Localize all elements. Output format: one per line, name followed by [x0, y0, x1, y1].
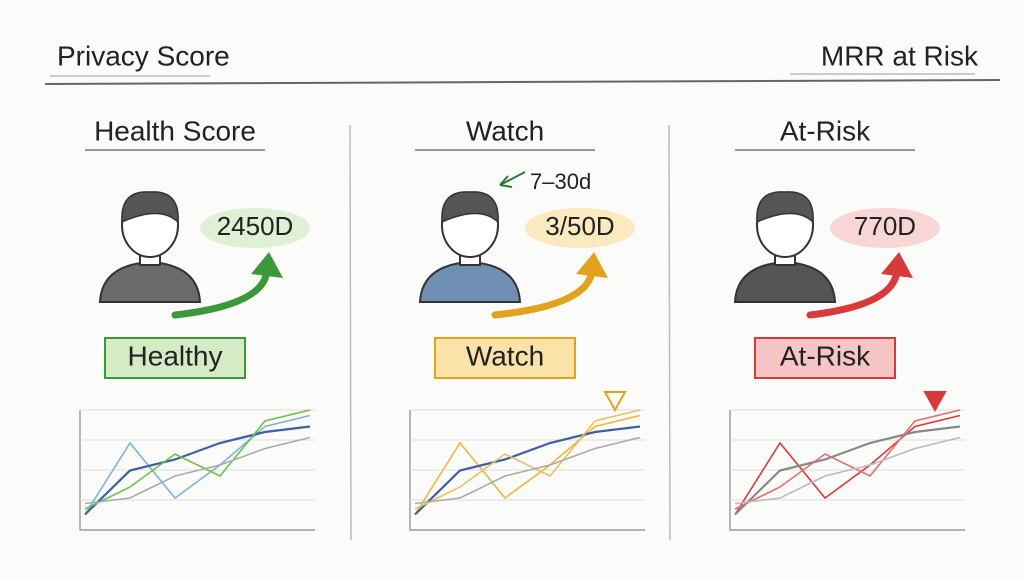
- header-rule: [44, 79, 1001, 85]
- alert-marker: [923, 391, 947, 413]
- avatar-body: [418, 260, 522, 303]
- status-label: At-Risk: [780, 340, 871, 371]
- chart-line: [734, 436, 961, 505]
- status-label: Watch: [466, 340, 544, 371]
- header-underline: [50, 73, 975, 77]
- panel-divider: [349, 124, 671, 541]
- chart-line: [414, 409, 641, 510]
- avatar-body: [98, 260, 202, 303]
- status-badge: [434, 337, 576, 379]
- note-arrow: [499, 171, 526, 188]
- chart-line: [84, 409, 311, 510]
- panel-title: Health Score: [94, 115, 256, 146]
- panel-note: 7–30d: [530, 169, 591, 194]
- chart-line: [734, 425, 961, 516]
- avatar-hair: [121, 191, 179, 224]
- value: 770D: [854, 211, 916, 241]
- trend-arrow: [491, 266, 596, 319]
- chart-line: [414, 425, 641, 516]
- header-right: MRR at Risk: [821, 40, 979, 71]
- status-badge: [104, 337, 246, 379]
- value-highlight: [830, 208, 940, 248]
- chart-line: [84, 425, 311, 516]
- alert-marker: [603, 391, 627, 413]
- trend-arrow: [171, 266, 271, 319]
- chart-axis: [729, 410, 965, 531]
- value: 3/50D: [545, 211, 614, 241]
- arrow-head: [251, 252, 283, 278]
- chart-line: [414, 414, 641, 515]
- status-badge: [754, 337, 896, 379]
- value-highlight: [200, 208, 310, 248]
- panel-title: At-Risk: [780, 115, 871, 146]
- chart-line: [734, 414, 961, 515]
- chart-line: [734, 409, 961, 510]
- chart-line: [84, 414, 311, 515]
- trend-arrow: [806, 266, 901, 319]
- avatar-hair: [756, 191, 814, 224]
- panel-title: Watch: [466, 115, 544, 146]
- avatar-hair: [441, 191, 499, 224]
- chart-line: [84, 436, 311, 505]
- chart-axis: [79, 410, 315, 531]
- arrow-head: [576, 252, 608, 278]
- status-label: Healthy: [128, 340, 223, 371]
- value: 2450D: [217, 211, 294, 241]
- avatar-body: [733, 260, 837, 303]
- header-left: Privacy Score: [57, 40, 230, 71]
- value-highlight: [525, 208, 635, 248]
- arrow-head: [881, 252, 913, 278]
- chart-axis: [409, 410, 645, 531]
- chart-line: [414, 436, 641, 505]
